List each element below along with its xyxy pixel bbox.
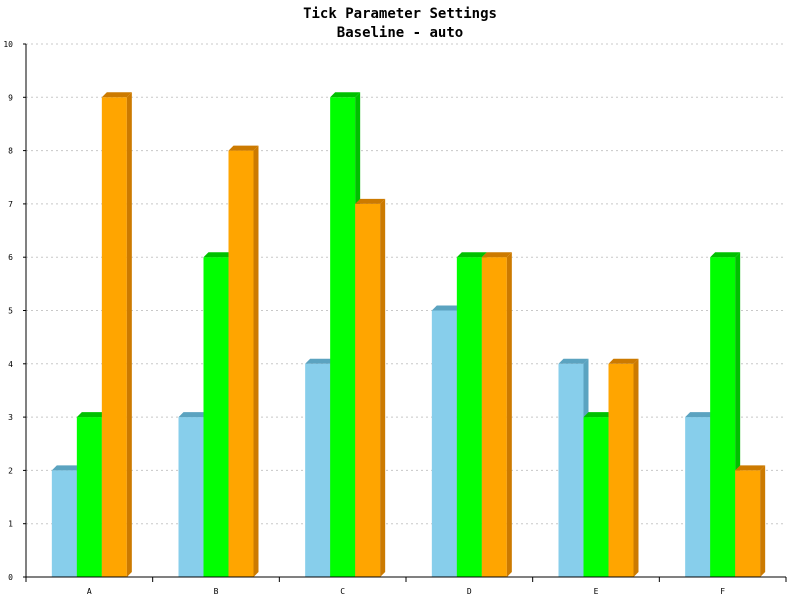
y-tick-labels: 0 1 2 3 4 5 6 7 8 9 10 — [3, 40, 13, 582]
bar — [330, 97, 356, 578]
y-tick-label: 8 — [8, 147, 13, 156]
y-tick-label: 2 — [8, 466, 13, 475]
bar-top — [685, 412, 716, 418]
bar-top — [101, 92, 132, 98]
x-tick-label: D — [467, 587, 472, 596]
bar-side — [126, 92, 132, 578]
chart-subtitle: Baseline - auto — [337, 25, 463, 41]
bar — [228, 150, 254, 577]
bar — [203, 257, 229, 577]
bar-top — [456, 252, 487, 258]
bar-top — [583, 412, 614, 418]
bar-side — [253, 145, 259, 577]
grid-lines — [26, 43, 786, 525]
bar — [305, 363, 331, 577]
bar-side — [633, 358, 639, 577]
x-tick-label: E — [594, 587, 599, 596]
bar — [178, 417, 204, 577]
x-tick-labels: A B C D E F — [87, 587, 725, 596]
y-tick-label: 5 — [8, 307, 13, 316]
bar-top — [305, 358, 336, 364]
bar-top — [608, 358, 639, 364]
chart-title: Tick Parameter Settings — [303, 6, 497, 22]
bar — [355, 203, 381, 577]
x-tick-label: C — [340, 587, 345, 596]
bar — [735, 470, 761, 577]
bar-top — [330, 92, 361, 98]
bar-top — [203, 252, 234, 258]
bar-top — [76, 412, 107, 418]
bar-top — [735, 465, 766, 471]
bar — [51, 470, 77, 577]
bar — [558, 363, 584, 577]
y-tick-label: 6 — [8, 253, 13, 262]
y-tick-label: 3 — [8, 413, 13, 422]
y-tick-label: 10 — [3, 40, 13, 49]
bar — [710, 257, 736, 577]
bars — [51, 92, 766, 578]
bar-top — [431, 305, 462, 311]
bar — [456, 257, 482, 577]
bar — [685, 417, 711, 577]
bar-top — [178, 412, 209, 418]
y-tick-label: 4 — [8, 360, 13, 369]
bar — [608, 363, 634, 577]
bar — [76, 417, 102, 577]
bar-side — [760, 465, 766, 577]
bar — [583, 417, 609, 577]
bar-top — [710, 252, 741, 258]
bar-top — [355, 198, 386, 204]
y-tick-label: 7 — [8, 200, 13, 209]
y-tick-label: 0 — [8, 573, 13, 582]
bar — [481, 257, 507, 577]
bar-top — [481, 252, 512, 258]
bar — [431, 310, 457, 577]
x-tick-label: F — [720, 587, 725, 596]
x-tick-label: B — [214, 587, 219, 596]
y-tick-label: 9 — [8, 93, 13, 102]
bar-side — [506, 252, 512, 577]
bar-top — [228, 145, 259, 151]
x-tick-label: A — [87, 587, 92, 596]
y-tick-label: 1 — [8, 520, 13, 529]
bar-top — [558, 358, 589, 364]
bar-side — [380, 198, 386, 577]
axes — [23, 43, 787, 582]
bar — [101, 97, 127, 578]
bar-top — [51, 465, 82, 471]
